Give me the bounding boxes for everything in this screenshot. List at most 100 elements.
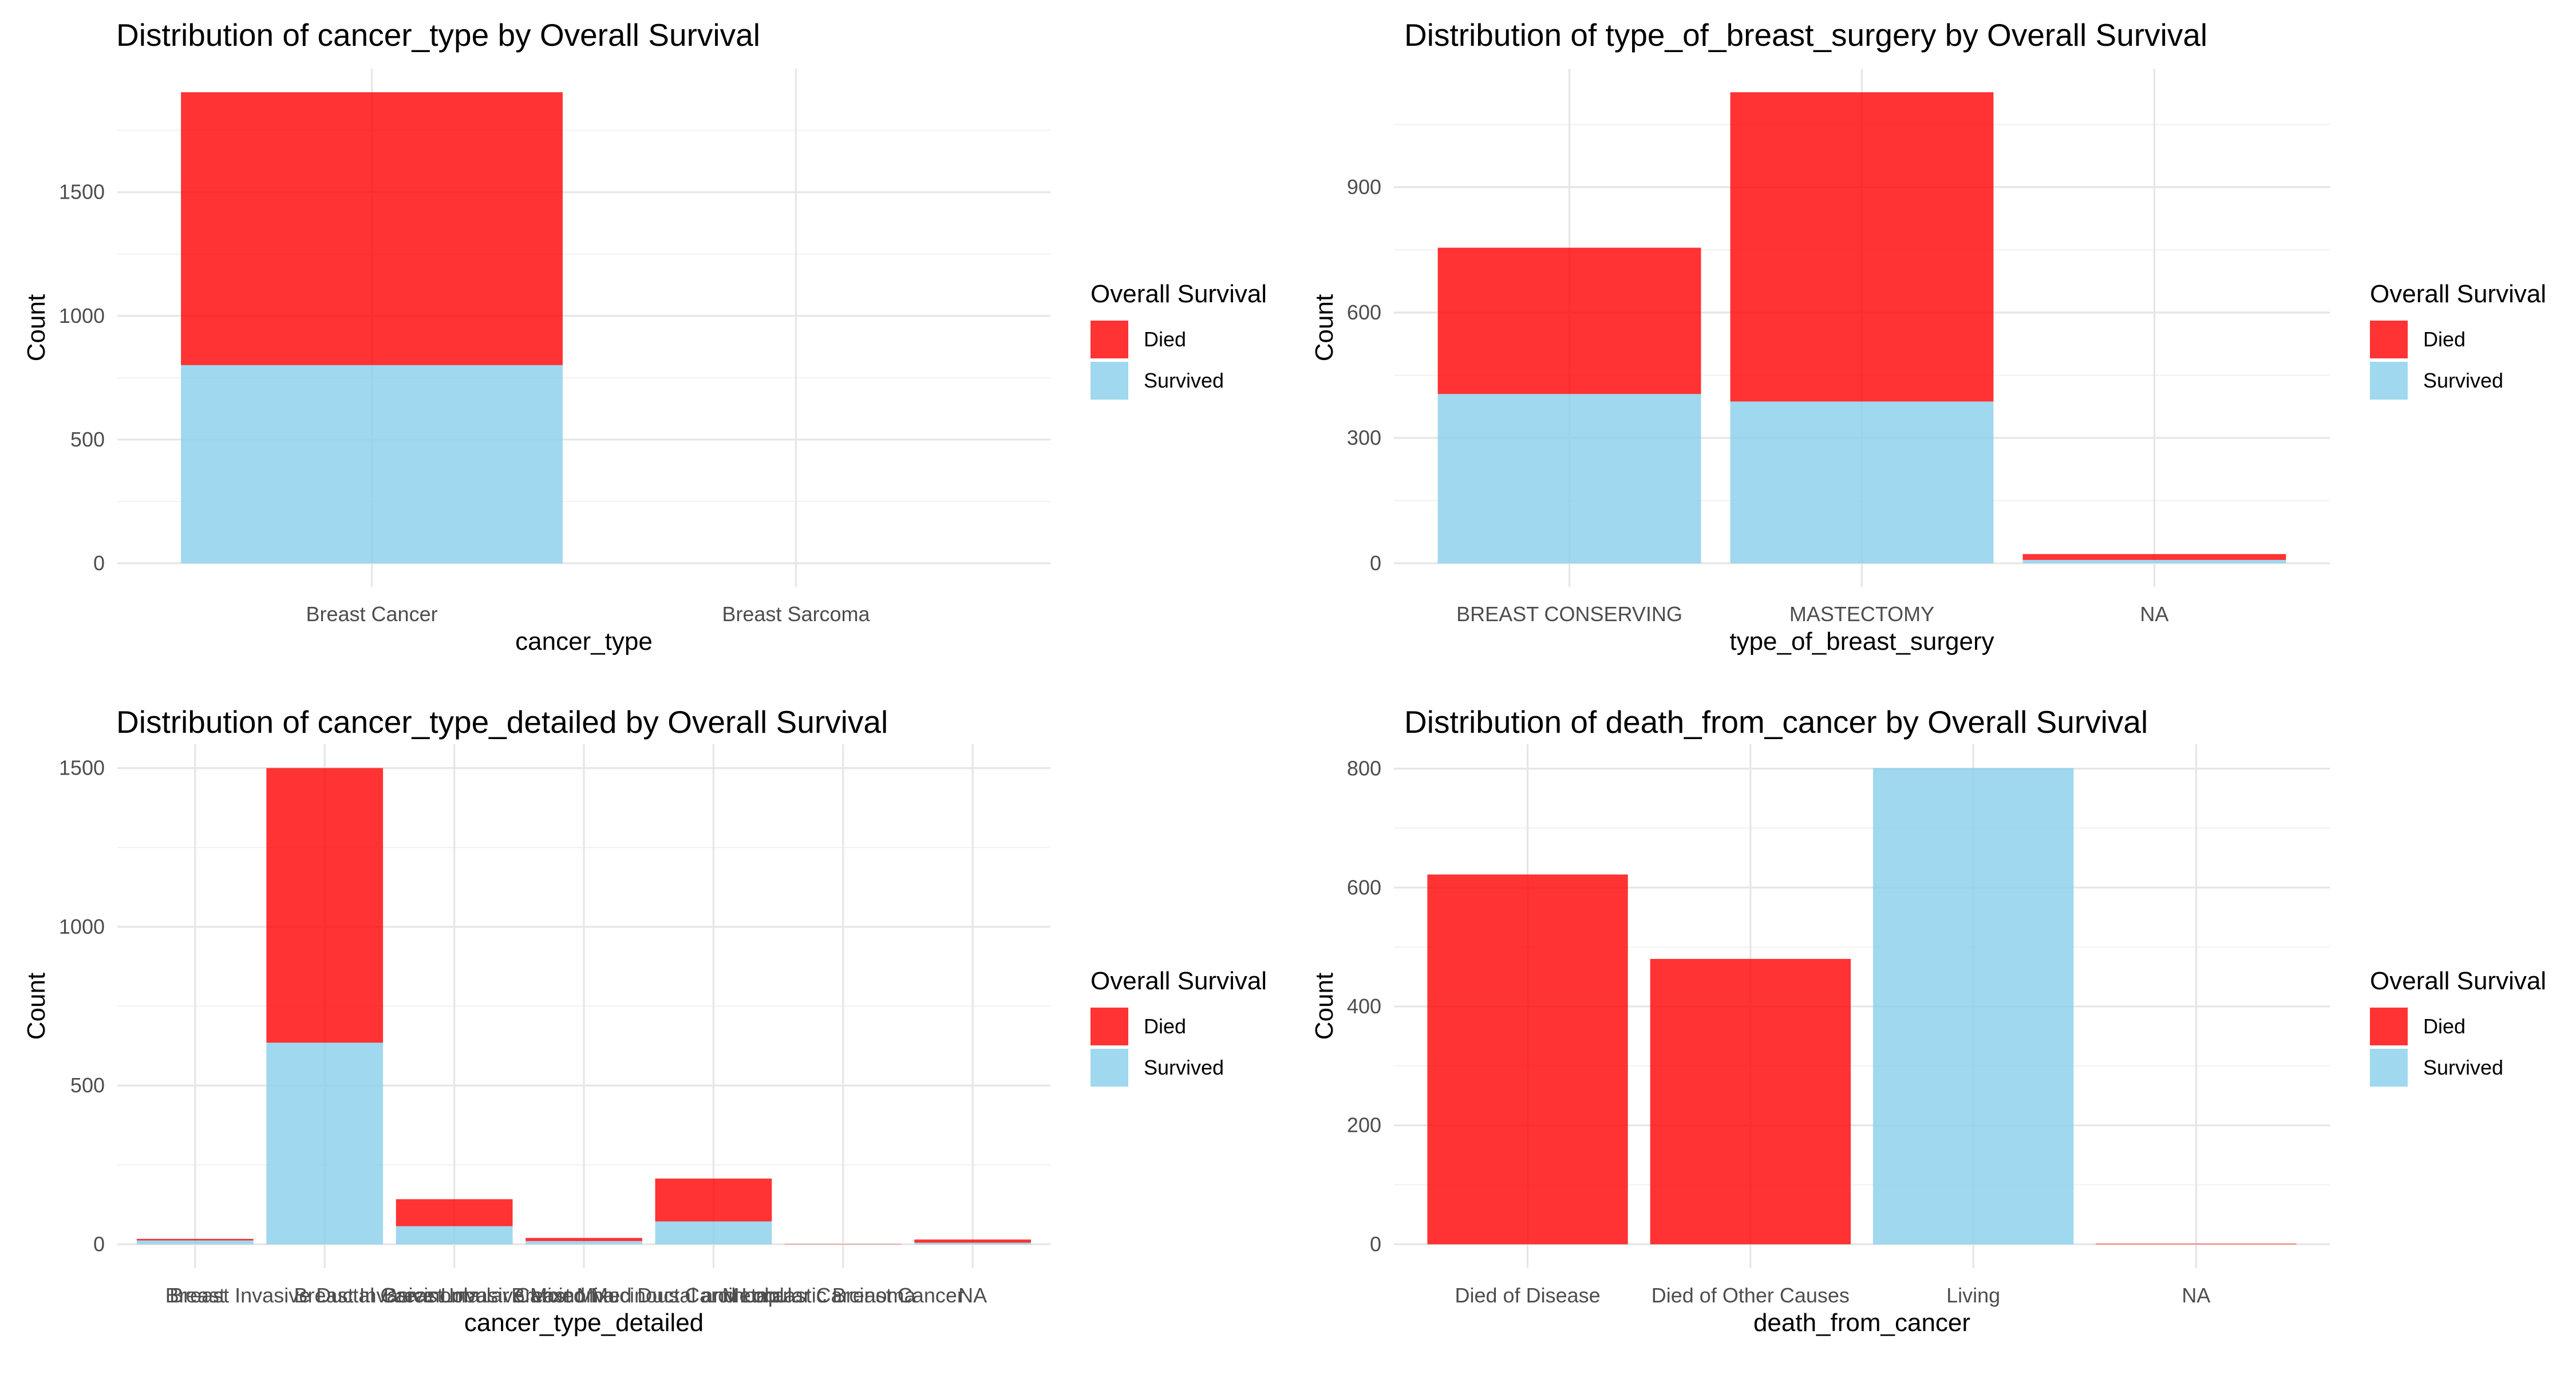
legend-label-died: Died [2423,1014,2466,1038]
x-tick-labels: Breast Cancer Breast Sarcoma [306,602,870,626]
bar-survived [1437,394,1701,563]
bar-died [1650,958,1851,1245]
bar-survived [396,1226,513,1245]
bar-died [1437,247,1701,394]
y-tick-label: 200 [1347,1114,1381,1137]
chart-title: Distribution of cancer_type by Overall S… [116,17,760,53]
bar-survived [1872,768,2074,1245]
chart-panel-2: 0 300 600 900 BREAST CONSERVING MASTECTOMY NA t… [1310,17,2546,656]
x-tick-label: Breast Invasive Mixed Mucinous Carcinoma [384,1284,785,1307]
legend-swatch-survived [1091,362,1128,400]
bar-died [526,1238,642,1241]
legend-label-survived: Survived [2423,369,2503,392]
chart-title: Distribution of type_of_breast_surgery b… [1404,17,2207,53]
bars [1427,768,2297,1245]
x-tick-label: Breast Sarcoma [722,602,870,626]
bars [181,92,563,563]
bar-died [396,1199,513,1226]
y-axis-title: Count [22,294,50,361]
legend: Overall Survival Died Survived [1091,967,1267,1087]
y-axis-title: Count [1310,973,1338,1040]
y-tick-labels: 0 500 1000 1500 [59,180,105,575]
chart-panel-4: 0 200 400 600 800 Died of Disease Died of Othe… [1310,704,2546,1337]
x-axis-title: type_of_breast_surgery [1729,627,1994,656]
legend: Overall Survival Died Survived [1091,280,1267,400]
legend-label-survived: Survived [1144,369,1224,392]
bar-died [914,1239,1032,1243]
x-tick-labels: Died of Disease Died of Other Causes Livin… [1455,1284,2211,1307]
bar-died [2096,1243,2297,1245]
y-tick-label: 400 [1347,994,1381,1018]
bar-survived [655,1221,772,1245]
bar-died [784,1243,902,1245]
y-tick-label: 1000 [59,304,105,327]
legend-swatch-died [2370,321,2408,358]
y-tick-label: 0 [93,551,105,575]
x-tick-label: Died of Disease [1455,1284,1601,1307]
y-tick-label: 0 [93,1232,105,1255]
chart-panel-1: 0 500 1000 1500 Breast Cancer Breast Sarcoma c… [22,17,1267,656]
y-tick-labels: 0 300 600 900 [1347,175,1381,575]
x-tick-label: Died of Other Causes [1652,1284,1850,1307]
x-axis-title: cancer_type [515,627,653,656]
y-tick-label: 0 [1370,551,1381,575]
bar-died [2022,554,2286,560]
legend-title: Overall Survival [1091,280,1267,308]
y-axis-title: Count [1310,294,1338,361]
x-axis-title: cancer_type_detailed [464,1309,704,1337]
bar-survived [181,365,563,563]
y-tick-labels: 0 500 1000 1500 [59,756,105,1256]
x-tick-label: Breast Invasive Lobular Carcinoma [294,1284,615,1307]
bar-died [655,1178,772,1222]
bar-survived [526,1241,642,1245]
bar-survived [266,1043,384,1245]
x-tick-label: NA [958,1284,987,1307]
x-tick-label: Metaplastic Breast Cancer [722,1284,964,1307]
x-tick-label: Living [1946,1284,2000,1307]
chart-title: Distribution of cancer_type_detailed by … [116,704,888,740]
y-tick-label: 1500 [59,180,105,204]
legend-label-survived: Survived [1144,1056,1224,1079]
legend: Overall Survival Died Survived [2370,280,2546,400]
bar-died [181,92,563,365]
y-tick-label: 500 [70,428,105,451]
x-tick-label: NA [2182,1284,2210,1307]
bar-survived [1730,401,1994,563]
legend-title: Overall Survival [2370,967,2546,995]
y-axis-title: Count [22,973,50,1040]
x-tick-label: MASTECTOMY [1789,602,1934,626]
legend-swatch-survived [2370,362,2408,400]
bar-died [1427,874,1628,1245]
y-tick-label: 900 [1347,175,1381,199]
bars [136,768,1032,1245]
x-tick-label: Breast Mixed Ductal and Lobular Carcinom… [511,1284,916,1307]
x-tick-label: Breast [165,1284,225,1307]
chart-title: Distribution of death_from_cancer by Ove… [1404,704,2148,740]
legend: Overall Survival Died Survived [2370,967,2546,1087]
y-tick-label: 300 [1347,426,1381,449]
x-tick-label: BREAST CONSERVING [1456,602,1682,626]
bar-died [1730,92,1994,402]
legend-swatch-survived [1091,1049,1128,1087]
legend-swatch-died [1091,1008,1128,1045]
x-tick-labels: BREAST CONSERVING MASTECTOMY NA [1456,602,2168,626]
legend-swatch-died [2370,1008,2408,1045]
legend-swatch-survived [2370,1049,2408,1087]
y-tick-label: 1000 [59,915,105,938]
legend-swatch-died [1091,321,1128,358]
legend-label-died: Died [1144,1014,1186,1038]
y-tick-label: 500 [70,1073,105,1097]
y-tick-label: 600 [1347,301,1381,324]
legend-label-died: Died [2423,327,2466,351]
y-tick-label: 1500 [59,756,105,780]
x-tick-label: NA [2140,602,2168,626]
bar-survived [914,1242,1032,1245]
legend-label-survived: Survived [2423,1056,2503,1079]
bar-survived [2022,560,2286,563]
x-tick-label: Breast Cancer [306,602,437,626]
bar-survived [136,1240,254,1245]
y-tick-label: 0 [1370,1232,1381,1255]
